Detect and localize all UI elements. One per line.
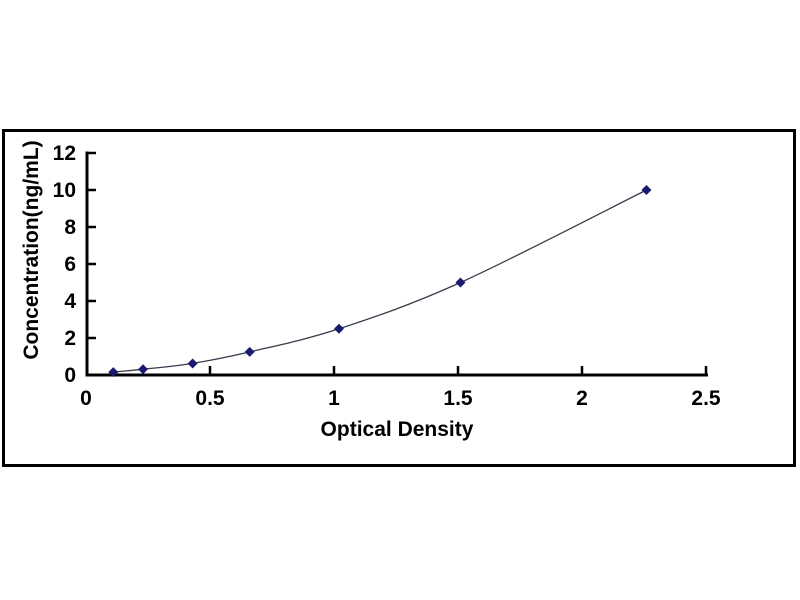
data-point-marker xyxy=(108,367,119,378)
plot-border xyxy=(2,129,796,467)
y-tick-label: 4 xyxy=(64,290,76,313)
data-point-marker xyxy=(138,364,149,375)
axis-ticks-group: 0 0.5 1 1.5 2 2.5 0 2 4 6 8 10 12 xyxy=(53,142,721,410)
x-tick-label: 0 xyxy=(80,387,92,410)
y-tick-label: 6 xyxy=(64,253,76,276)
data-point-marker xyxy=(187,358,198,369)
x-tick-label: 2 xyxy=(576,387,588,410)
data-point-marker xyxy=(455,277,466,288)
y-tick-label: 2 xyxy=(64,327,76,350)
x-tick-label: 2.5 xyxy=(691,387,721,410)
x-tick-label: 1.5 xyxy=(443,387,473,410)
standard-curve-line xyxy=(113,189,647,373)
data-point-marker xyxy=(641,185,652,195)
data-series-group xyxy=(108,185,652,378)
y-tick-label: 12 xyxy=(53,142,76,165)
y-tick-label: 8 xyxy=(64,216,76,239)
data-point-marker xyxy=(244,346,255,357)
data-point-marker xyxy=(333,323,344,334)
x-tick-label: 0.5 xyxy=(195,387,225,410)
y-axis-title: Concentration(ng/mL) xyxy=(20,140,43,359)
y-tick-label: 0 xyxy=(64,364,76,387)
x-tick-label: 1 xyxy=(328,387,340,410)
y-tick-label: 10 xyxy=(53,179,76,202)
x-axis-title: Optical Density xyxy=(321,418,474,441)
